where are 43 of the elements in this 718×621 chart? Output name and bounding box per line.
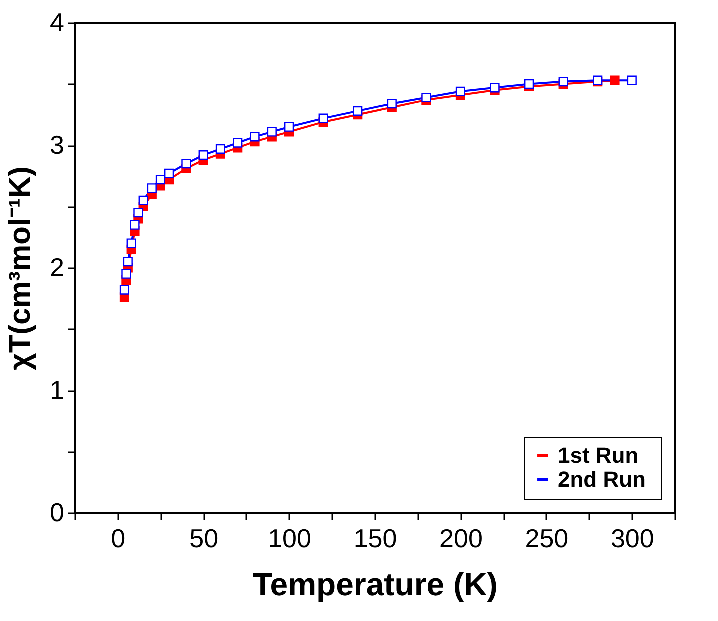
point — [250, 132, 260, 142]
point — [490, 83, 500, 93]
y-tick-label: 4 — [50, 8, 64, 38]
y-tick-label: 2 — [50, 252, 64, 282]
point — [422, 92, 432, 103]
legend-label: 2nd Run — [558, 467, 646, 492]
point — [267, 127, 277, 137]
point — [610, 76, 620, 86]
point — [182, 159, 192, 169]
x-tick-label: 0 — [111, 524, 126, 554]
x-tick-label: 150 — [354, 524, 398, 554]
x-axis-title: Temperature (K) — [253, 566, 498, 602]
point — [164, 168, 174, 178]
legend-label: 1st Run — [558, 443, 639, 468]
x-tick-label: 250 — [525, 524, 569, 554]
point — [233, 138, 243, 148]
point — [524, 79, 534, 90]
point — [123, 257, 133, 267]
point — [456, 86, 466, 96]
point — [147, 184, 157, 194]
point — [130, 220, 140, 230]
point — [627, 76, 637, 86]
point — [387, 99, 397, 109]
point — [198, 150, 208, 160]
x-tick-label: 300 — [610, 524, 654, 554]
point — [126, 238, 136, 248]
point — [134, 208, 144, 218]
point — [353, 106, 363, 116]
point — [120, 285, 130, 295]
x-tick-label: 200 — [440, 524, 483, 554]
point — [122, 269, 132, 279]
y-tick-label: 0 — [50, 498, 64, 528]
y-tick-label: 1 — [50, 375, 64, 405]
x-tick-label: 50 — [190, 524, 219, 554]
y-tick-label: 3 — [50, 130, 64, 160]
point — [156, 175, 166, 185]
point — [138, 196, 148, 206]
y-axis-title: χT(cm³mol⁻¹K) — [4, 166, 38, 370]
point — [558, 77, 568, 87]
point — [216, 144, 226, 154]
point — [318, 114, 328, 124]
x-tick-label: 100 — [268, 524, 312, 554]
point — [284, 122, 294, 132]
